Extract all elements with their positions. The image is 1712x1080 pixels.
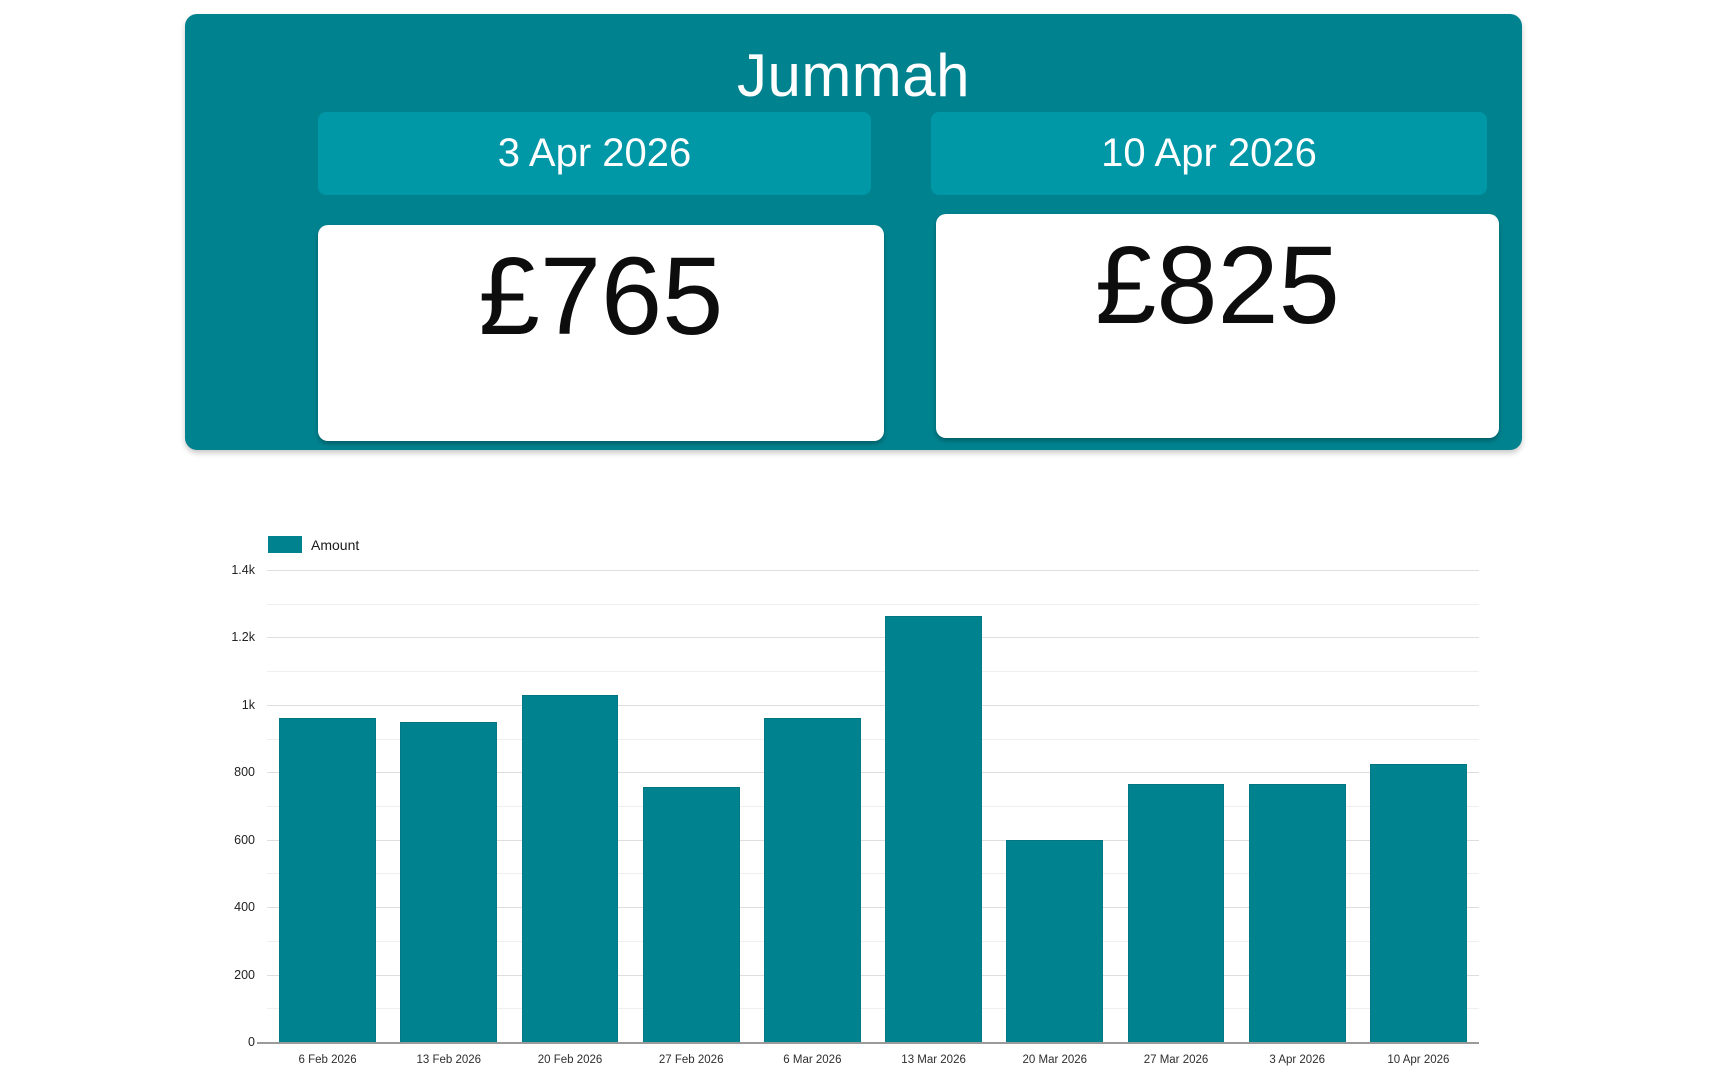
legend-swatch-icon [268, 536, 302, 553]
date-badge-second: 10 Apr 2026 [931, 112, 1487, 195]
y-axis-label: 400 [234, 900, 255, 915]
gridline-minor [267, 940, 1479, 942]
amount-card-second: £825 [936, 214, 1499, 438]
summary-card: Jummah 3 Apr 2026 10 Apr 2026 £765 £825 [185, 14, 1522, 450]
y-axis-label: 600 [234, 832, 255, 847]
x-axis-label: 6 Feb 2026 [298, 1054, 357, 1066]
date-badge-first-label: 3 Apr 2026 [497, 131, 692, 175]
bar-20-mar-2026[interactable] [1006, 839, 1104, 1042]
x-axis-label: 10 Apr 2026 [1387, 1054, 1450, 1066]
gridline-major [267, 839, 1479, 841]
bar-10-apr-2026[interactable] [1369, 763, 1467, 1042]
amount-value-first: £765 [478, 235, 724, 358]
amount-value-second: £825 [1095, 224, 1340, 347]
gridline-minor [267, 806, 1479, 807]
bar-27-mar-2026[interactable] [1127, 784, 1225, 1042]
gridline-major [267, 704, 1479, 706]
y-axis-label: 0 [248, 1035, 255, 1049]
gridline-minor [267, 738, 1479, 740]
x-axis-label: 20 Mar 2026 [1022, 1054, 1088, 1066]
x-axis-label: 13 Feb 2026 [416, 1054, 482, 1066]
gridline-major [267, 570, 1479, 571]
date-badge-second-label: 10 Apr 2026 [1101, 131, 1317, 175]
gridline-minor [267, 603, 1479, 605]
gridline-minor [267, 1008, 1479, 1010]
gridline-minor [267, 671, 1479, 673]
y-axis-label: 800 [234, 765, 255, 780]
gridline-major [267, 637, 1479, 639]
x-axis-label: 20 Feb 2026 [537, 1054, 603, 1066]
y-axis-label: 200 [234, 967, 255, 982]
gridline-major [267, 772, 1479, 774]
x-axis-label: 13 Mar 2026 [901, 1054, 966, 1066]
legend-label: Amount [311, 536, 360, 553]
x-axis-baseline [257, 1042, 1479, 1044]
bar-6-feb-2026[interactable] [279, 718, 377, 1042]
x-axis-label: 27 Feb 2026 [658, 1054, 724, 1066]
x-axis-label: 27 Mar 2026 [1143, 1054, 1209, 1066]
chart-legend: Amount [268, 536, 359, 553]
page-title: Jummah [736, 42, 971, 109]
bar-13-feb-2026[interactable] [400, 721, 498, 1042]
gridline-major [267, 907, 1479, 909]
gridline-major [267, 974, 1479, 976]
amount-card-first: £765 [318, 225, 884, 441]
y-axis-label: 1.4k [231, 563, 255, 577]
bar-13-mar-2026[interactable] [885, 615, 983, 1042]
bar-20-feb-2026[interactable] [521, 694, 619, 1042]
y-axis-label: 1k [241, 697, 255, 712]
bar-6-mar-2026[interactable] [763, 718, 861, 1042]
y-axis-label: 1.2k [231, 630, 255, 645]
bar-27-feb-2026[interactable] [642, 787, 740, 1042]
x-axis-label: 6 Mar 2026 [783, 1054, 842, 1066]
x-axis-label: 3 Apr 2026 [1269, 1054, 1325, 1066]
bar-3-apr-2026[interactable] [1248, 784, 1346, 1042]
gridline-minor [267, 873, 1479, 875]
date-badge-first: 3 Apr 2026 [318, 112, 871, 195]
